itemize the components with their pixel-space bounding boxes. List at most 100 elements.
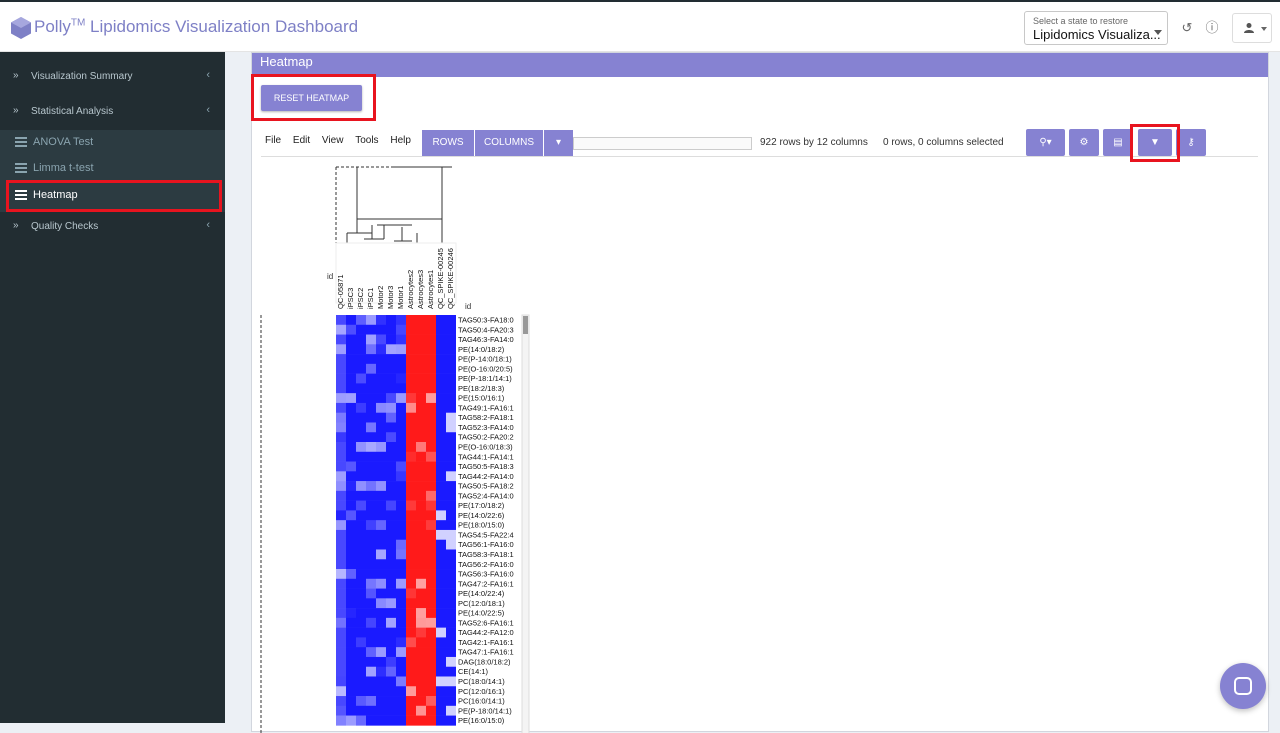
- heatmap-cell: [446, 481, 456, 492]
- heatmap-cell: [386, 696, 396, 707]
- menu-help[interactable]: Help: [390, 135, 411, 146]
- heatmap-cell: [446, 354, 456, 365]
- heatmap-cell: [356, 549, 366, 560]
- heatmap-cell: [346, 334, 356, 345]
- heatmap-cell: [436, 490, 446, 501]
- sidebar-item-statistical-analysis[interactable]: » Statistical Analysis ‹: [0, 97, 225, 127]
- sidebar-subitem-heatmap[interactable]: Heatmap: [0, 183, 225, 209]
- heatmap-cell: [356, 627, 366, 638]
- sidebar-subitem-limma-t-test[interactable]: Limma t-test: [0, 156, 225, 182]
- heatmap-cell: [406, 500, 416, 511]
- history-icon[interactable]: ↺: [1181, 20, 1193, 35]
- heatmap-cell: [396, 500, 406, 511]
- heatmap-cell: [346, 354, 356, 365]
- heatmap-cell: [406, 588, 416, 599]
- heatmap-cell: [446, 588, 456, 599]
- columns-toggle-button[interactable]: COLUMNS: [475, 130, 543, 156]
- menu-view[interactable]: View: [321, 135, 344, 146]
- heatmap-cell: [336, 373, 346, 384]
- zoom-button[interactable]: ⚲▾: [1026, 129, 1065, 156]
- heatmap-cell: [406, 627, 416, 638]
- heatmap-cell: [396, 461, 406, 472]
- heatmap-cell: [426, 402, 436, 413]
- heatmap-cell: [446, 442, 456, 453]
- heatmap-cell: [346, 500, 356, 511]
- heatmap-cell: [426, 598, 436, 609]
- main-content: Heatmap RESET HEATMAP File Edit View Too…: [225, 52, 1280, 733]
- row-label: TAG52:6-FA16:1: [458, 618, 514, 627]
- double-chevron-icon: »: [13, 220, 19, 231]
- rows-toggle-button[interactable]: ROWS: [422, 130, 474, 156]
- heatmap-cell: [346, 422, 356, 433]
- sidebar-item-visualization-summary[interactable]: » Visualization Summary ‹: [0, 62, 225, 92]
- search-progress-bar[interactable]: [573, 137, 752, 150]
- heatmap-cell: [346, 627, 356, 638]
- heatmap-cell: [376, 442, 386, 453]
- heatmap-cell: [346, 461, 356, 472]
- heatmap-cell: [426, 647, 436, 658]
- heatmap-cell: [416, 471, 426, 482]
- heatmap-cell: [436, 500, 446, 511]
- reset-heatmap-button[interactable]: RESET HEATMAP: [261, 85, 362, 111]
- heatmap-cell: [446, 569, 456, 580]
- chevron-down-icon: [1154, 30, 1162, 35]
- row-label: TAG44:2-FA14:0: [458, 472, 514, 481]
- panel-title: Heatmap: [260, 54, 313, 69]
- heatmap-cell: [366, 637, 376, 648]
- heatmap-cell: [446, 402, 456, 413]
- top-navbar: PollyTM Lipidomics Visualization Dashboa…: [0, 0, 1280, 52]
- heatmap-cell: [366, 686, 376, 697]
- heatmap-cell: [446, 539, 456, 550]
- heatmap-cell: [376, 373, 386, 384]
- heatmap-cell: [386, 383, 396, 394]
- app-brand: PollyTM Lipidomics Visualization Dashboa…: [34, 17, 358, 37]
- heatmap-cell: [386, 598, 396, 609]
- menu-tools[interactable]: Tools: [355, 135, 379, 146]
- heatmap-cell: [416, 539, 426, 550]
- heatmap-cell: [346, 344, 356, 355]
- filter-button[interactable]: ▼: [1138, 129, 1172, 156]
- heatmap-cell: [336, 647, 346, 658]
- row-label: PC(16:0/14:1): [458, 697, 505, 706]
- heatmap-cell: [336, 696, 346, 707]
- user-menu-button[interactable]: [1232, 13, 1272, 43]
- heatmap-cell: [336, 569, 346, 580]
- heatmap-cell: [356, 500, 366, 511]
- key-button[interactable]: ⚷: [1176, 129, 1206, 156]
- sidebar-item-quality-checks[interactable]: » Quality Checks ‹: [0, 212, 225, 242]
- double-chevron-icon: »: [13, 70, 19, 81]
- heatmap-cell: [356, 383, 366, 394]
- row-label: TAG52:4-FA14:0: [458, 491, 514, 500]
- heatmap-cell: [446, 393, 456, 404]
- heatmap-cell: [436, 324, 446, 335]
- row-label: TAG50:2-FA20:2: [458, 433, 514, 442]
- state-restore-select[interactable]: Select a state to restore Lipidomics Vis…: [1024, 11, 1168, 45]
- heatmap-cell: [406, 647, 416, 658]
- menu-file[interactable]: File: [265, 135, 282, 146]
- heatmap-cell: [356, 676, 366, 687]
- heatmap-cell: [436, 451, 446, 462]
- heatmap-cell: [436, 569, 446, 580]
- document-icon: ▤: [1113, 137, 1123, 148]
- heatmap-cell: [366, 363, 376, 374]
- heatmap-cell: [396, 344, 406, 355]
- settings-button[interactable]: ⚙: [1069, 129, 1099, 156]
- heatmap-cell: [386, 637, 396, 648]
- heatmap-cell: [386, 500, 396, 511]
- info-icon[interactable]: ⓘ: [1205, 20, 1219, 35]
- heatmap-cell: [396, 324, 406, 335]
- zoom-icon: ⚲▾: [1039, 137, 1052, 148]
- heatmap-cell: [396, 608, 406, 619]
- heatmap-cell: [386, 373, 396, 384]
- heatmap-cell: [416, 315, 426, 326]
- dimension-dropdown-button[interactable]: ▾: [544, 130, 573, 156]
- export-button[interactable]: ▤: [1103, 129, 1133, 156]
- sidebar-subitem-label: Limma t-test: [33, 162, 94, 174]
- heatmap-cell: [416, 715, 426, 726]
- heatmap-cell: [336, 637, 346, 648]
- sidebar-subitem-anova-test[interactable]: ANOVA Test: [0, 130, 225, 156]
- menu-edit[interactable]: Edit: [292, 135, 311, 146]
- heatmap-cell: [376, 569, 386, 580]
- heatmap-cell: [356, 715, 366, 726]
- chat-launcher-button[interactable]: [1220, 663, 1266, 709]
